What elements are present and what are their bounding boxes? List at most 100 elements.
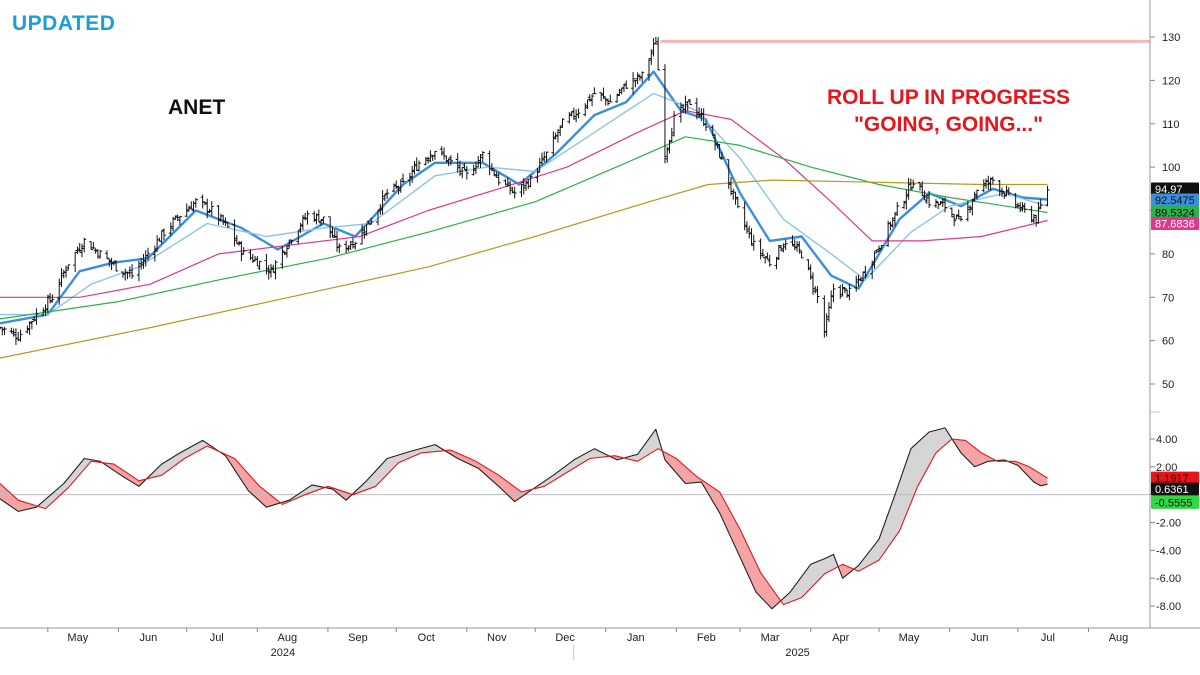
oscillator-tick-label: -6.00 xyxy=(1156,573,1181,585)
price-bar xyxy=(760,248,765,258)
price-bar xyxy=(719,151,724,160)
price-bar xyxy=(863,265,868,279)
price-bar xyxy=(369,217,374,225)
price-bar xyxy=(635,72,640,85)
price-bar xyxy=(637,74,642,81)
month-tick-label: Dec xyxy=(555,632,575,644)
month-tick-label: May xyxy=(67,632,88,644)
price-bar xyxy=(114,260,119,272)
price-bar xyxy=(175,214,180,222)
price-bar xyxy=(382,194,387,202)
price-bar xyxy=(1038,199,1043,210)
price-bar xyxy=(480,151,485,162)
price-bar xyxy=(152,245,157,262)
sma-50-line xyxy=(0,110,1048,298)
month-tick-label: Nov xyxy=(487,632,507,644)
price-bar xyxy=(321,216,326,224)
price-bar xyxy=(57,278,62,305)
price-bar xyxy=(858,277,863,282)
price-bar xyxy=(66,264,71,271)
price-bar xyxy=(332,229,337,239)
price-bar xyxy=(61,269,66,279)
price-bar xyxy=(1013,192,1018,209)
oscillator-tick-label: -4.00 xyxy=(1156,545,1181,557)
month-tick-label: Aug xyxy=(1109,632,1129,644)
price-bar xyxy=(207,209,212,214)
price-bar xyxy=(999,187,1004,198)
price-bar xyxy=(120,271,125,278)
price-bar xyxy=(458,160,462,177)
ema-short-line xyxy=(0,70,1048,325)
price-bar xyxy=(316,209,321,223)
price-bar xyxy=(895,202,900,216)
price-bar xyxy=(713,133,718,151)
price-bar xyxy=(296,230,301,245)
price-bar xyxy=(161,228,166,241)
value-badge-label: 92.5475 xyxy=(1155,195,1195,207)
oscillator-signal-line xyxy=(0,438,1048,606)
price-bar xyxy=(282,251,287,255)
price-bar xyxy=(257,260,262,271)
price-bar xyxy=(742,201,747,231)
month-tick-label: May xyxy=(899,632,920,644)
sma-100-line xyxy=(0,136,1048,320)
price-panel xyxy=(0,36,1150,359)
price-bar xyxy=(592,87,597,95)
price-bar xyxy=(774,256,779,270)
price-bar xyxy=(649,49,654,65)
price-bar xyxy=(146,247,151,261)
price-bar xyxy=(956,209,961,220)
price-bar xyxy=(958,216,963,222)
price-bar xyxy=(512,186,517,199)
price-bar xyxy=(965,201,970,222)
price-bar xyxy=(619,87,624,95)
price-bar xyxy=(792,239,797,251)
value-badge-box xyxy=(1151,193,1199,207)
price-bar xyxy=(394,180,399,189)
price-bar xyxy=(289,239,294,245)
price-bar xyxy=(968,205,973,213)
price-bar xyxy=(460,166,465,179)
oscillator-fill-bullish xyxy=(353,444,447,495)
month-tick-label: Jun xyxy=(140,632,158,644)
price-bar xyxy=(95,249,100,259)
price-bar xyxy=(444,155,449,163)
price-tick-label: 70 xyxy=(1162,292,1174,304)
price-bar xyxy=(508,181,513,195)
price-bar xyxy=(888,221,893,231)
price-bar xyxy=(448,155,453,166)
price-bar xyxy=(808,264,813,280)
month-tick-label: Mar xyxy=(761,632,780,644)
price-bar xyxy=(813,286,818,294)
price-bar xyxy=(426,156,431,164)
price-bar xyxy=(64,265,69,278)
value-badge-label: -0.5555 xyxy=(1155,497,1192,509)
price-bar xyxy=(59,268,64,288)
price-bar xyxy=(234,235,239,244)
price-bar xyxy=(744,221,749,234)
price-bar xyxy=(505,177,510,187)
price-bar xyxy=(255,256,260,267)
value-badge: -0.5555 xyxy=(1151,495,1199,509)
price-bars xyxy=(0,36,1050,346)
price-bar xyxy=(845,289,850,298)
price-bar xyxy=(494,171,499,178)
price-bar xyxy=(555,129,560,143)
price-bar xyxy=(284,245,289,258)
oscillator-fill-bearish xyxy=(610,455,627,460)
price-bar xyxy=(902,200,907,209)
price-bar xyxy=(583,103,588,117)
price-bar xyxy=(954,214,959,220)
price-bar xyxy=(98,249,103,259)
oscillator-fill-bearish xyxy=(325,486,353,501)
year-tick-label: 2024 xyxy=(271,647,295,659)
month-tick-label: Apr xyxy=(832,632,849,644)
price-bar xyxy=(703,120,708,131)
price-bar xyxy=(587,94,592,102)
price-bar xyxy=(856,274,861,287)
price-bar xyxy=(544,151,549,163)
price-bar xyxy=(337,243,342,254)
price-bar xyxy=(576,108,581,119)
oscillator-fill-bullish xyxy=(532,448,611,490)
